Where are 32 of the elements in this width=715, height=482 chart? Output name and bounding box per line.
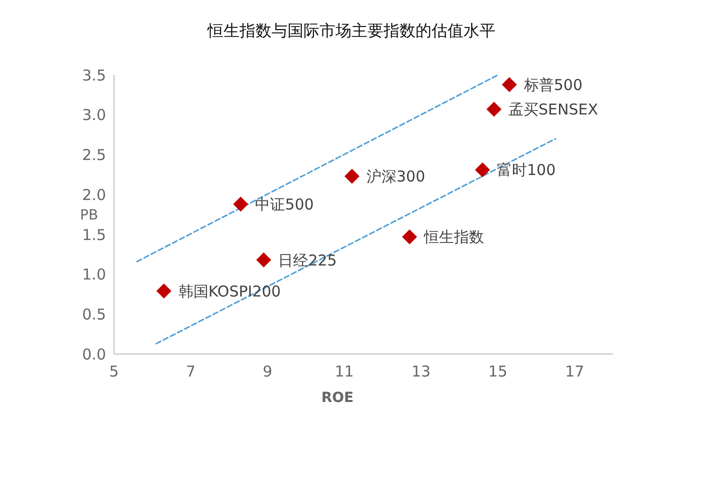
point [502,77,517,92]
chart-title: 恒生指数与国际市场主要指数的估值水平 [208,21,496,42]
point [156,284,172,299]
x-tick-label: 15 [488,362,508,381]
point [256,252,272,268]
y-tick-label: 1.0 [82,266,106,284]
y-tick-label: 0.5 [82,305,106,324]
x-tick-label: 11 [334,362,354,381]
series-label: 富时100 [497,161,556,180]
series-label: 孟买SENSEX [508,100,598,119]
point [233,196,248,212]
x-tick-label: 17 [565,362,584,381]
y-tick-label: 3.0 [82,106,106,124]
series-label: 沪深300 [366,168,426,186]
y-tick-label: 1.5 [82,226,106,244]
y-axis-title: PB [80,207,98,224]
y-tick-label: 3.5 [82,66,106,84]
x-tick-label: 7 [186,362,196,381]
y-tick-label: 2.0 [82,186,106,204]
point [486,102,502,117]
x-tick-label: 5 [109,362,119,381]
point [474,162,490,178]
series-label: 中证500 [255,195,314,214]
series-label: 恒生指数 [423,228,484,246]
y-tick-label: 2.5 [82,146,106,164]
y-tick-label: 0.0 [82,345,106,364]
x-axis-title: ROE [321,390,354,406]
x-tick-label: 9 [262,362,272,381]
point [344,168,360,184]
x-tick-label: 13 [412,362,431,381]
series-label: 标普500 [522,76,583,94]
point [402,229,418,244]
